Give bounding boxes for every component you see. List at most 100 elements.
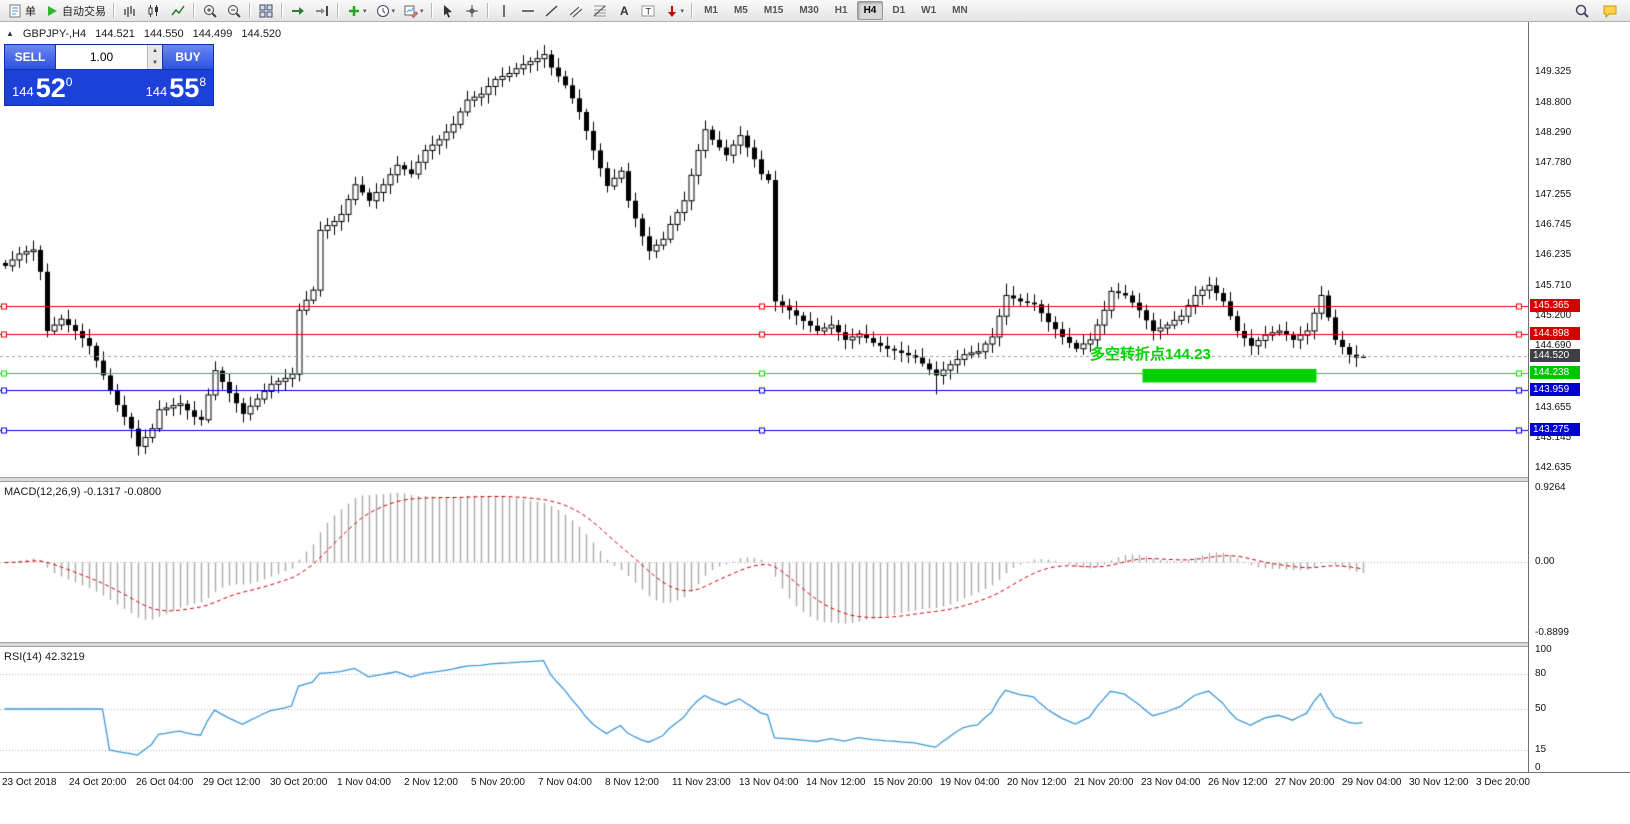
crosshair-button[interactable] — [460, 0, 484, 22]
panel-splitter[interactable] — [0, 642, 1630, 647]
new-order-button-label: 单 — [25, 5, 36, 18]
toolbar-separator — [691, 3, 694, 18]
indicators-button[interactable]: ▾ — [342, 0, 371, 22]
volume-spinner: ▲ ▼ — [147, 45, 162, 69]
timeframe-h4-button[interactable]: H4 — [856, 1, 884, 20]
fibonacci-button[interactable] — [588, 0, 612, 22]
svg-text:T: T — [645, 6, 651, 16]
time-label: 1 Nov 04:00 — [337, 777, 391, 788]
timeframe-m30-button[interactable]: M30 — [799, 5, 819, 16]
timeframe-m1-button[interactable]: M1 — [704, 5, 718, 16]
volume-input[interactable] — [56, 45, 147, 69]
buy-price[interactable]: 144 55 8 — [145, 73, 206, 103]
label-button[interactable]: T — [636, 0, 660, 22]
toolbar-buttons: 单 自动交易 ▾ ▾ ▾ A T ▾ — [3, 0, 696, 22]
timeframe-m5-button[interactable]: M5 — [733, 5, 748, 16]
bar-chart-icon — [122, 3, 138, 19]
community-button[interactable] — [1598, 0, 1622, 22]
price-scale-label: 146.235 — [1535, 248, 1572, 260]
dropdown-caret-icon: ▾ — [420, 7, 424, 15]
text-icon: A — [616, 3, 632, 19]
time-label: 3 Dec 20:00 — [1476, 777, 1530, 788]
price-scale-label: 148.800 — [1535, 97, 1572, 109]
chart-shift-button[interactable] — [310, 0, 334, 22]
time-label: 21 Nov 20:00 — [1074, 777, 1134, 788]
time-label: 26 Oct 04:00 — [136, 777, 194, 788]
sell-price[interactable]: 144 52 0 — [12, 73, 73, 103]
one-click-collapse-icon[interactable]: ▲ — [6, 29, 14, 38]
horizontal-line-button[interactable] — [516, 0, 540, 22]
time-label: 23 Nov 04:00 — [1141, 777, 1201, 788]
panel-splitter[interactable] — [0, 477, 1630, 482]
price-scale-label: 147.255 — [1535, 188, 1572, 200]
timeframe-d1-button[interactable]: D1 — [892, 5, 906, 16]
ohlc-open: 144.521 — [95, 28, 135, 40]
line-chart-button[interactable] — [166, 0, 190, 22]
crosshair-icon — [464, 3, 480, 19]
tile-windows-button[interactable] — [254, 0, 278, 22]
price-line-label-143.275: 143.275 — [1530, 423, 1580, 437]
symbol-title: GBPJPY-,H4 — [22, 28, 87, 40]
rsi-canvas[interactable] — [0, 647, 1528, 772]
time-label: 19 Nov 04:00 — [940, 777, 1000, 788]
price-line-label-144.898: 144.898 — [1530, 327, 1580, 341]
buy-button[interactable]: BUY — [162, 45, 213, 69]
volume-down-button[interactable]: ▼ — [148, 57, 162, 69]
rsi-scale-label: 80 — [1535, 667, 1547, 679]
price-line-label-143.959: 143.959 — [1530, 382, 1580, 396]
timeframe-m15-button[interactable]: M15 — [763, 5, 784, 16]
ohlc-close: 144.520 — [241, 28, 282, 40]
price-scale-label: 147.780 — [1535, 157, 1572, 169]
text-button[interactable]: A — [612, 0, 636, 22]
time-label: 7 Nov 04:00 — [538, 777, 592, 788]
zoom-in-button[interactable] — [198, 0, 222, 22]
vertical-line-button[interactable] — [492, 0, 516, 22]
templates-button[interactable]: ▾ — [399, 0, 428, 22]
timeframe-w1-button[interactable]: W1 — [921, 5, 937, 16]
autotrading-button[interactable]: 自动交易 — [40, 0, 110, 22]
time-label: 13 Nov 04:00 — [739, 777, 799, 788]
dropdown-caret-icon: ▾ — [680, 7, 685, 15]
candlestick-chart-button[interactable] — [142, 0, 166, 22]
candlestick-chart-icon — [146, 3, 162, 19]
price-scale-label: 143.145 — [1535, 431, 1572, 443]
dropdown-caret-icon: ▾ — [363, 7, 367, 15]
macd-canvas[interactable] — [0, 482, 1528, 642]
time-label: 14 Nov 12:00 — [806, 777, 866, 788]
price-scale[interactable]: 149.325 148.800 148.290 147.780 147.255 146.7… — [1528, 22, 1630, 773]
price-scale-label: 146.745 — [1535, 218, 1572, 230]
channel-button[interactable] — [564, 0, 588, 22]
new-order-button[interactable]: 单 — [3, 0, 40, 22]
sell-button[interactable]: SELL — [5, 45, 56, 69]
price-scale-label: 145.710 — [1535, 280, 1572, 291]
templates-icon — [403, 3, 419, 19]
toolbar-separator — [193, 3, 195, 18]
cursor-button[interactable] — [436, 0, 460, 22]
arrows-button[interactable]: ▾ — [660, 0, 689, 22]
time-label: 24 Oct 20:00 — [69, 777, 127, 788]
timeframe-h1-button[interactable]: H1 — [834, 5, 848, 16]
trendline-icon — [544, 3, 560, 19]
indicators-icon — [346, 3, 362, 19]
timeframe-mn-button[interactable]: MN — [952, 5, 968, 16]
time-label: 15 Nov 20:00 — [873, 777, 933, 788]
time-label: 11 Nov 23:00 — [672, 777, 731, 788]
price-line-label-144.520: 144.520 — [1530, 349, 1580, 363]
toolbar-separator — [249, 3, 251, 18]
zoom-out-button[interactable] — [222, 0, 246, 22]
price-scale-label: 148.290 — [1535, 127, 1572, 139]
bar-chart-button[interactable] — [118, 0, 142, 22]
volume-up-button[interactable]: ▲ — [148, 45, 162, 57]
horizontal-line-icon — [520, 3, 536, 19]
price-chart-canvas[interactable] — [0, 22, 1528, 477]
autotrading-icon — [44, 3, 60, 19]
time-label: 30 Oct 20:00 — [270, 777, 328, 788]
price-scale-label: 142.635 — [1535, 462, 1572, 474]
time-label: 20 Nov 12:00 — [1007, 777, 1067, 788]
time-axis[interactable]: 23 Oct 2018 24 Oct 20:00 26 Oct 04:00 29 Oc… — [0, 772, 1630, 794]
auto-scroll-button[interactable] — [286, 0, 310, 22]
periods-button[interactable]: ▾ — [371, 0, 400, 22]
search-button[interactable] — [1570, 0, 1594, 22]
trendline-button[interactable] — [540, 0, 564, 22]
rsi-scale-label: 100 — [1535, 644, 1552, 655]
